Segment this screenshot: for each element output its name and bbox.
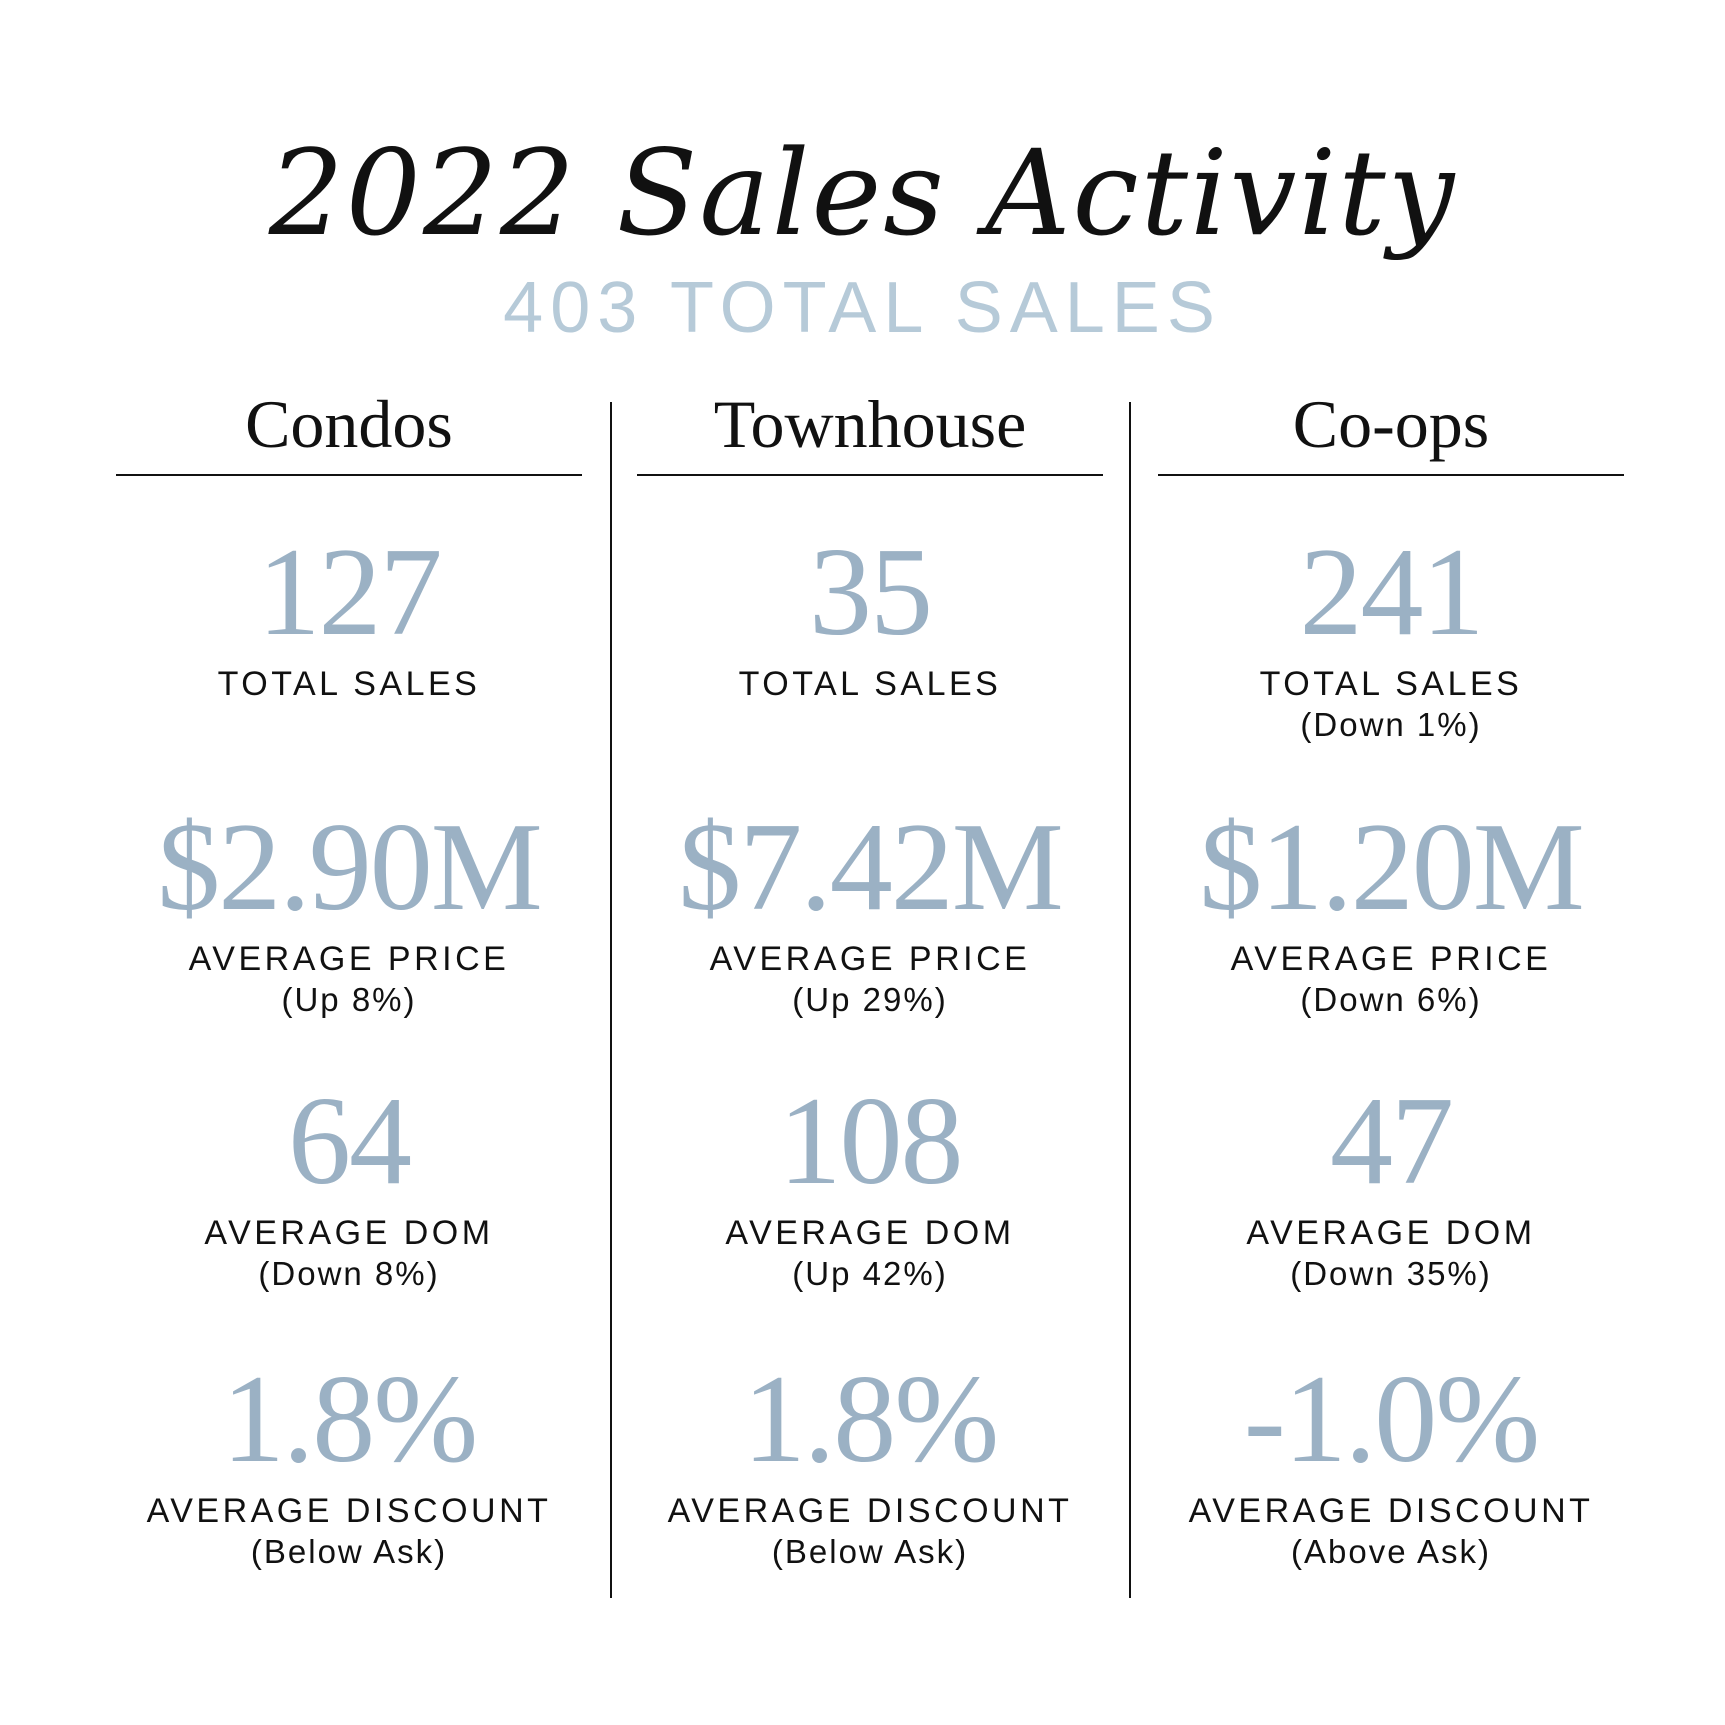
- metric-average-price: $7.42M AVERAGE PRICE (Up 29%): [637, 803, 1103, 1021]
- metric-value: $2.90M: [157, 798, 543, 937]
- metric-value: 127: [257, 523, 443, 662]
- column-header: Condos: [116, 380, 582, 476]
- metric-average-price: $1.20M AVERAGE PRICE (Down 6%): [1158, 803, 1624, 1021]
- metric-label: AVERAGE DOM: [725, 1214, 1015, 1252]
- total-sales-subtitle: 403 TOTAL SALES: [503, 268, 1222, 348]
- metric-average-dom: 47 AVERAGE DOM (Down 35%): [1158, 1077, 1624, 1295]
- metric-value: 1.8%: [742, 1350, 999, 1489]
- metric-note: (Down 6%): [1300, 981, 1482, 1018]
- metric-note: (Up 42%): [792, 1255, 948, 1292]
- metric-note: (Below Ask): [250, 1533, 448, 1570]
- metric-note: (Above Ask): [1291, 1533, 1491, 1570]
- metric-note: (Down 1%): [1300, 706, 1482, 743]
- column-condos: Condos 127 TOTAL SALES $2.90M AVERAGE PR…: [116, 380, 582, 1590]
- metric-average-dom: 108 AVERAGE DOM (Up 42%): [637, 1077, 1103, 1295]
- metric-label: AVERAGE PRICE: [709, 940, 1031, 978]
- metric-note: (Up 8%): [281, 981, 417, 1018]
- metric-label: AVERAGE PRICE: [1230, 940, 1552, 978]
- metric-note: (Below Ask): [771, 1533, 969, 1570]
- metric-note: (Down 8%): [258, 1255, 440, 1292]
- metric-label: AVERAGE DOM: [1246, 1214, 1536, 1252]
- metric-label: AVERAGE PRICE: [188, 940, 510, 978]
- column-header: Townhouse: [637, 380, 1103, 476]
- metric-note: (Up 29%): [792, 981, 948, 1018]
- column-header: Co-ops: [1158, 380, 1624, 476]
- metric-value: 47: [1330, 1072, 1454, 1211]
- metric-label: TOTAL SALES: [217, 665, 481, 703]
- metric-value: 241: [1299, 523, 1485, 662]
- metric-total-sales: 35 TOTAL SALES: [637, 528, 1103, 704]
- metric-label: AVERAGE DOM: [204, 1214, 494, 1252]
- metric-total-sales: 241 TOTAL SALES (Down 1%): [1158, 528, 1624, 746]
- metric-average-price: $2.90M AVERAGE PRICE (Up 8%): [116, 803, 582, 1021]
- column-divider: [610, 402, 612, 1598]
- metric-value: -1.0%: [1243, 1350, 1540, 1489]
- metric-value: $1.20M: [1199, 798, 1585, 937]
- metric-value: 1.8%: [221, 1350, 478, 1489]
- metric-average-discount: 1.8% AVERAGE DISCOUNT (Below Ask): [116, 1355, 582, 1573]
- metric-note: (Down 35%): [1290, 1255, 1492, 1292]
- column-divider: [1129, 402, 1131, 1598]
- metric-label: TOTAL SALES: [738, 665, 1002, 703]
- column-co-ops: Co-ops 241 TOTAL SALES (Down 1%) $1.20M …: [1158, 380, 1624, 1590]
- metric-value: 108: [778, 1072, 964, 1211]
- page-title: 2022 Sales Activity: [268, 124, 1457, 262]
- metric-average-discount: -1.0% AVERAGE DISCOUNT (Above Ask): [1158, 1355, 1624, 1573]
- metric-label: AVERAGE DISCOUNT: [146, 1492, 552, 1530]
- metric-average-dom: 64 AVERAGE DOM (Down 8%): [116, 1077, 582, 1295]
- column-townhouse: Townhouse 35 TOTAL SALES $7.42M AVERAGE …: [637, 380, 1103, 1590]
- metric-average-discount: 1.8% AVERAGE DISCOUNT (Below Ask): [637, 1355, 1103, 1573]
- metric-value: 35: [809, 523, 933, 662]
- metric-label: AVERAGE DISCOUNT: [1188, 1492, 1594, 1530]
- metric-label: AVERAGE DISCOUNT: [667, 1492, 1073, 1530]
- metric-value: 64: [288, 1072, 412, 1211]
- metric-total-sales: 127 TOTAL SALES: [116, 528, 582, 704]
- metric-value: $7.42M: [678, 798, 1064, 937]
- metric-label: TOTAL SALES: [1259, 665, 1523, 703]
